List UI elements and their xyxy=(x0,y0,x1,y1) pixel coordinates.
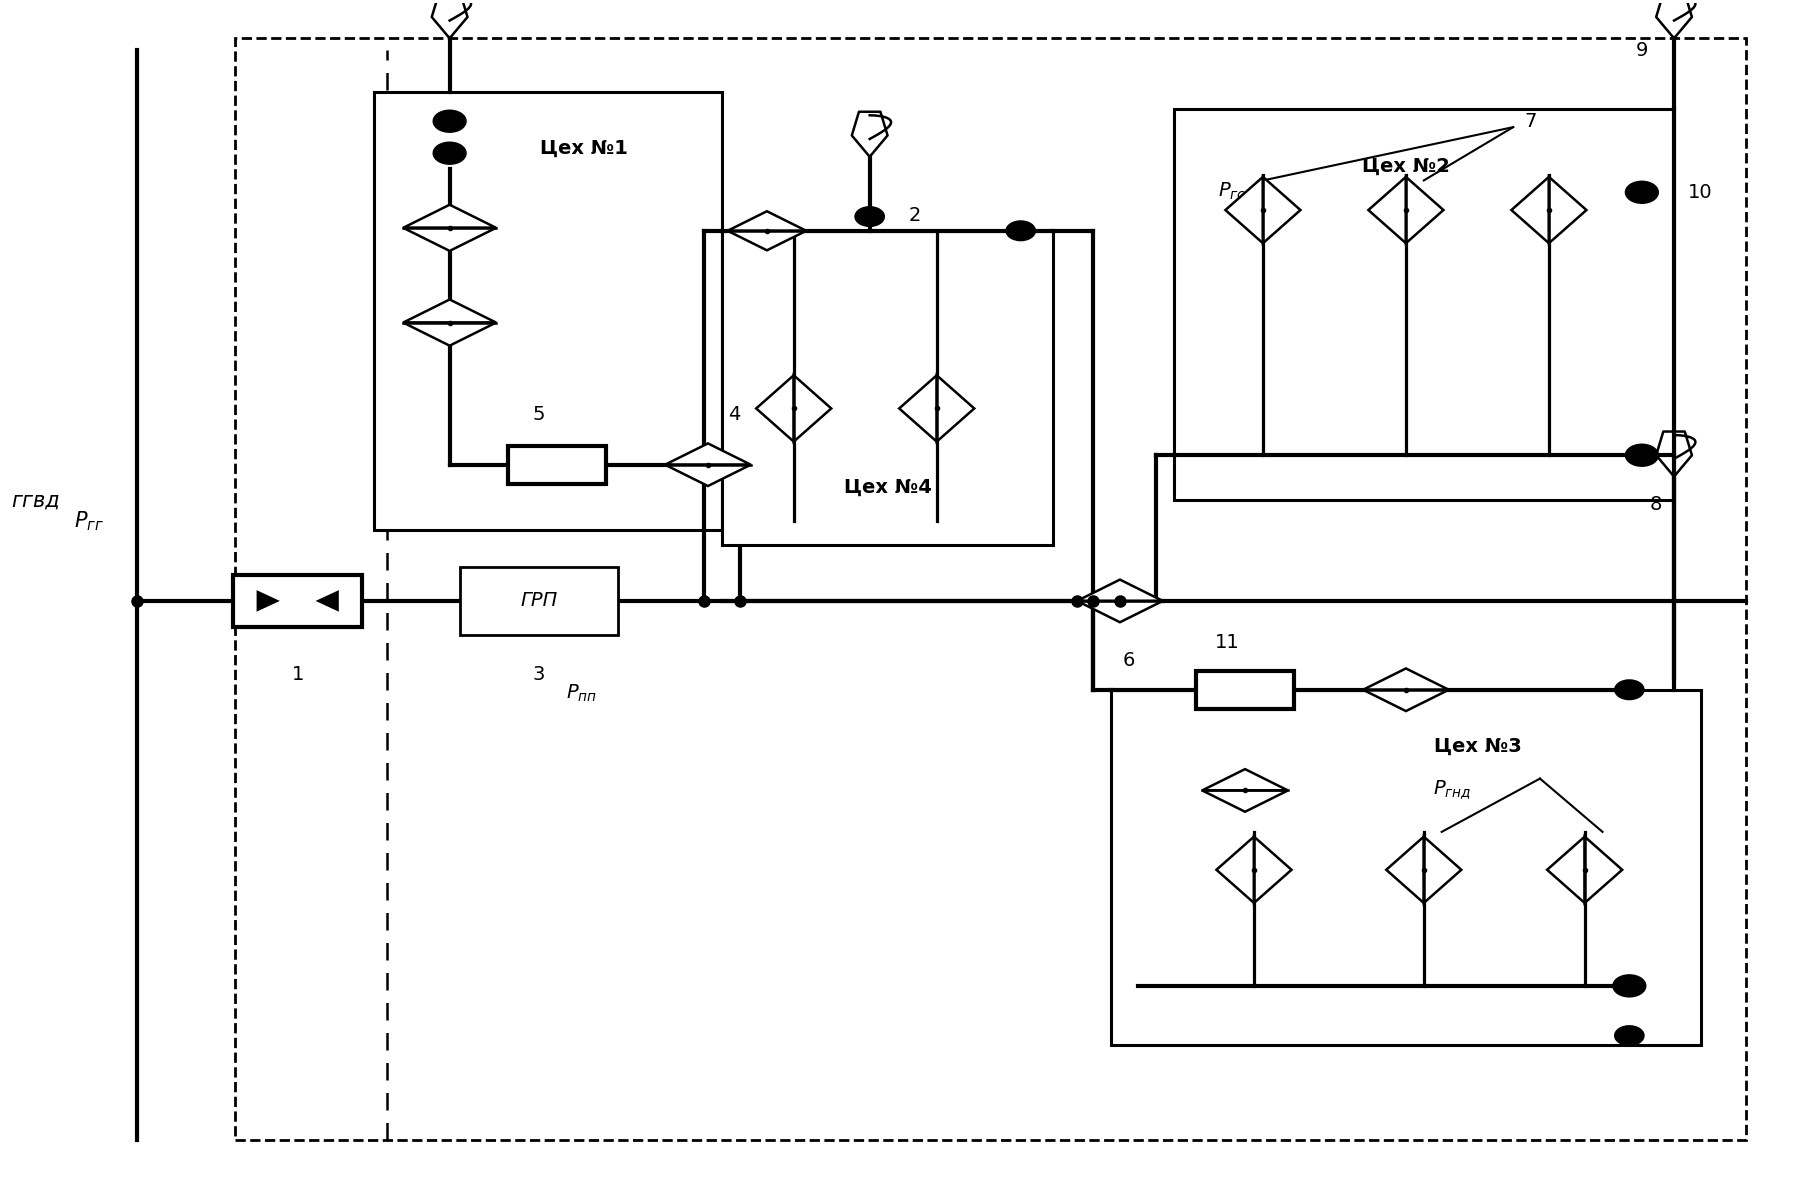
Polygon shape xyxy=(1225,177,1262,243)
Polygon shape xyxy=(403,227,497,251)
Polygon shape xyxy=(1262,177,1300,243)
Text: 1: 1 xyxy=(292,665,303,684)
Bar xyxy=(1112,690,1702,1045)
Polygon shape xyxy=(794,375,832,441)
Circle shape xyxy=(434,143,466,164)
Polygon shape xyxy=(316,590,339,612)
Polygon shape xyxy=(665,444,751,465)
Circle shape xyxy=(1614,976,1646,996)
Text: Цех №1: Цех №1 xyxy=(540,139,628,158)
Bar xyxy=(373,92,723,530)
Polygon shape xyxy=(1363,669,1449,690)
Circle shape xyxy=(1006,221,1035,240)
Circle shape xyxy=(434,111,466,132)
Polygon shape xyxy=(1216,837,1253,903)
Bar xyxy=(1196,671,1295,709)
Polygon shape xyxy=(728,212,807,231)
Polygon shape xyxy=(1549,177,1587,243)
Polygon shape xyxy=(1406,177,1443,243)
Polygon shape xyxy=(403,205,497,227)
Polygon shape xyxy=(1585,837,1623,903)
Polygon shape xyxy=(757,375,794,441)
Polygon shape xyxy=(728,231,807,250)
Bar xyxy=(461,566,617,635)
Text: 8: 8 xyxy=(1650,495,1662,514)
Text: Цех №4: Цех №4 xyxy=(845,478,932,497)
Text: 2: 2 xyxy=(909,207,920,225)
Polygon shape xyxy=(1547,837,1585,903)
Text: Цех №3: Цех №3 xyxy=(1434,737,1520,756)
Text: ггвд: ггвд xyxy=(13,490,61,511)
Text: $P_{гсд}$: $P_{гсд}$ xyxy=(1217,181,1255,203)
Bar xyxy=(507,446,606,483)
Bar xyxy=(235,38,1746,1140)
Polygon shape xyxy=(1253,837,1291,903)
Circle shape xyxy=(855,207,884,226)
Polygon shape xyxy=(1511,177,1549,243)
Text: 6: 6 xyxy=(1122,651,1135,670)
Bar xyxy=(233,575,362,627)
Text: 3: 3 xyxy=(533,665,545,684)
Text: $P_{пп}$: $P_{пп}$ xyxy=(567,683,597,704)
Bar xyxy=(1174,109,1675,500)
Polygon shape xyxy=(1424,837,1461,903)
Polygon shape xyxy=(1201,769,1287,790)
Polygon shape xyxy=(1078,580,1164,601)
Text: 5: 5 xyxy=(533,406,545,425)
Polygon shape xyxy=(936,375,974,441)
Polygon shape xyxy=(256,590,280,612)
Text: 4: 4 xyxy=(728,406,741,425)
Polygon shape xyxy=(403,322,497,345)
Text: $P_{гг}$: $P_{гг}$ xyxy=(74,509,104,533)
Text: 9: 9 xyxy=(1635,40,1648,60)
Polygon shape xyxy=(1368,177,1406,243)
Polygon shape xyxy=(1078,601,1164,622)
Polygon shape xyxy=(1201,790,1287,812)
Circle shape xyxy=(1626,445,1659,466)
Polygon shape xyxy=(898,375,936,441)
Text: Цех №2: Цех №2 xyxy=(1363,157,1451,176)
Circle shape xyxy=(1615,1026,1644,1045)
Text: 10: 10 xyxy=(1689,183,1712,202)
Polygon shape xyxy=(403,300,497,322)
Text: ГРП: ГРП xyxy=(520,591,558,610)
Text: 7: 7 xyxy=(1524,112,1537,131)
Polygon shape xyxy=(1386,837,1424,903)
Polygon shape xyxy=(1363,690,1449,712)
Polygon shape xyxy=(665,465,751,486)
Bar xyxy=(723,231,1052,545)
Text: $P_{гнд}$: $P_{гнд}$ xyxy=(1433,779,1472,802)
Circle shape xyxy=(1626,182,1659,203)
Circle shape xyxy=(1615,681,1644,700)
Text: 11: 11 xyxy=(1216,633,1239,652)
